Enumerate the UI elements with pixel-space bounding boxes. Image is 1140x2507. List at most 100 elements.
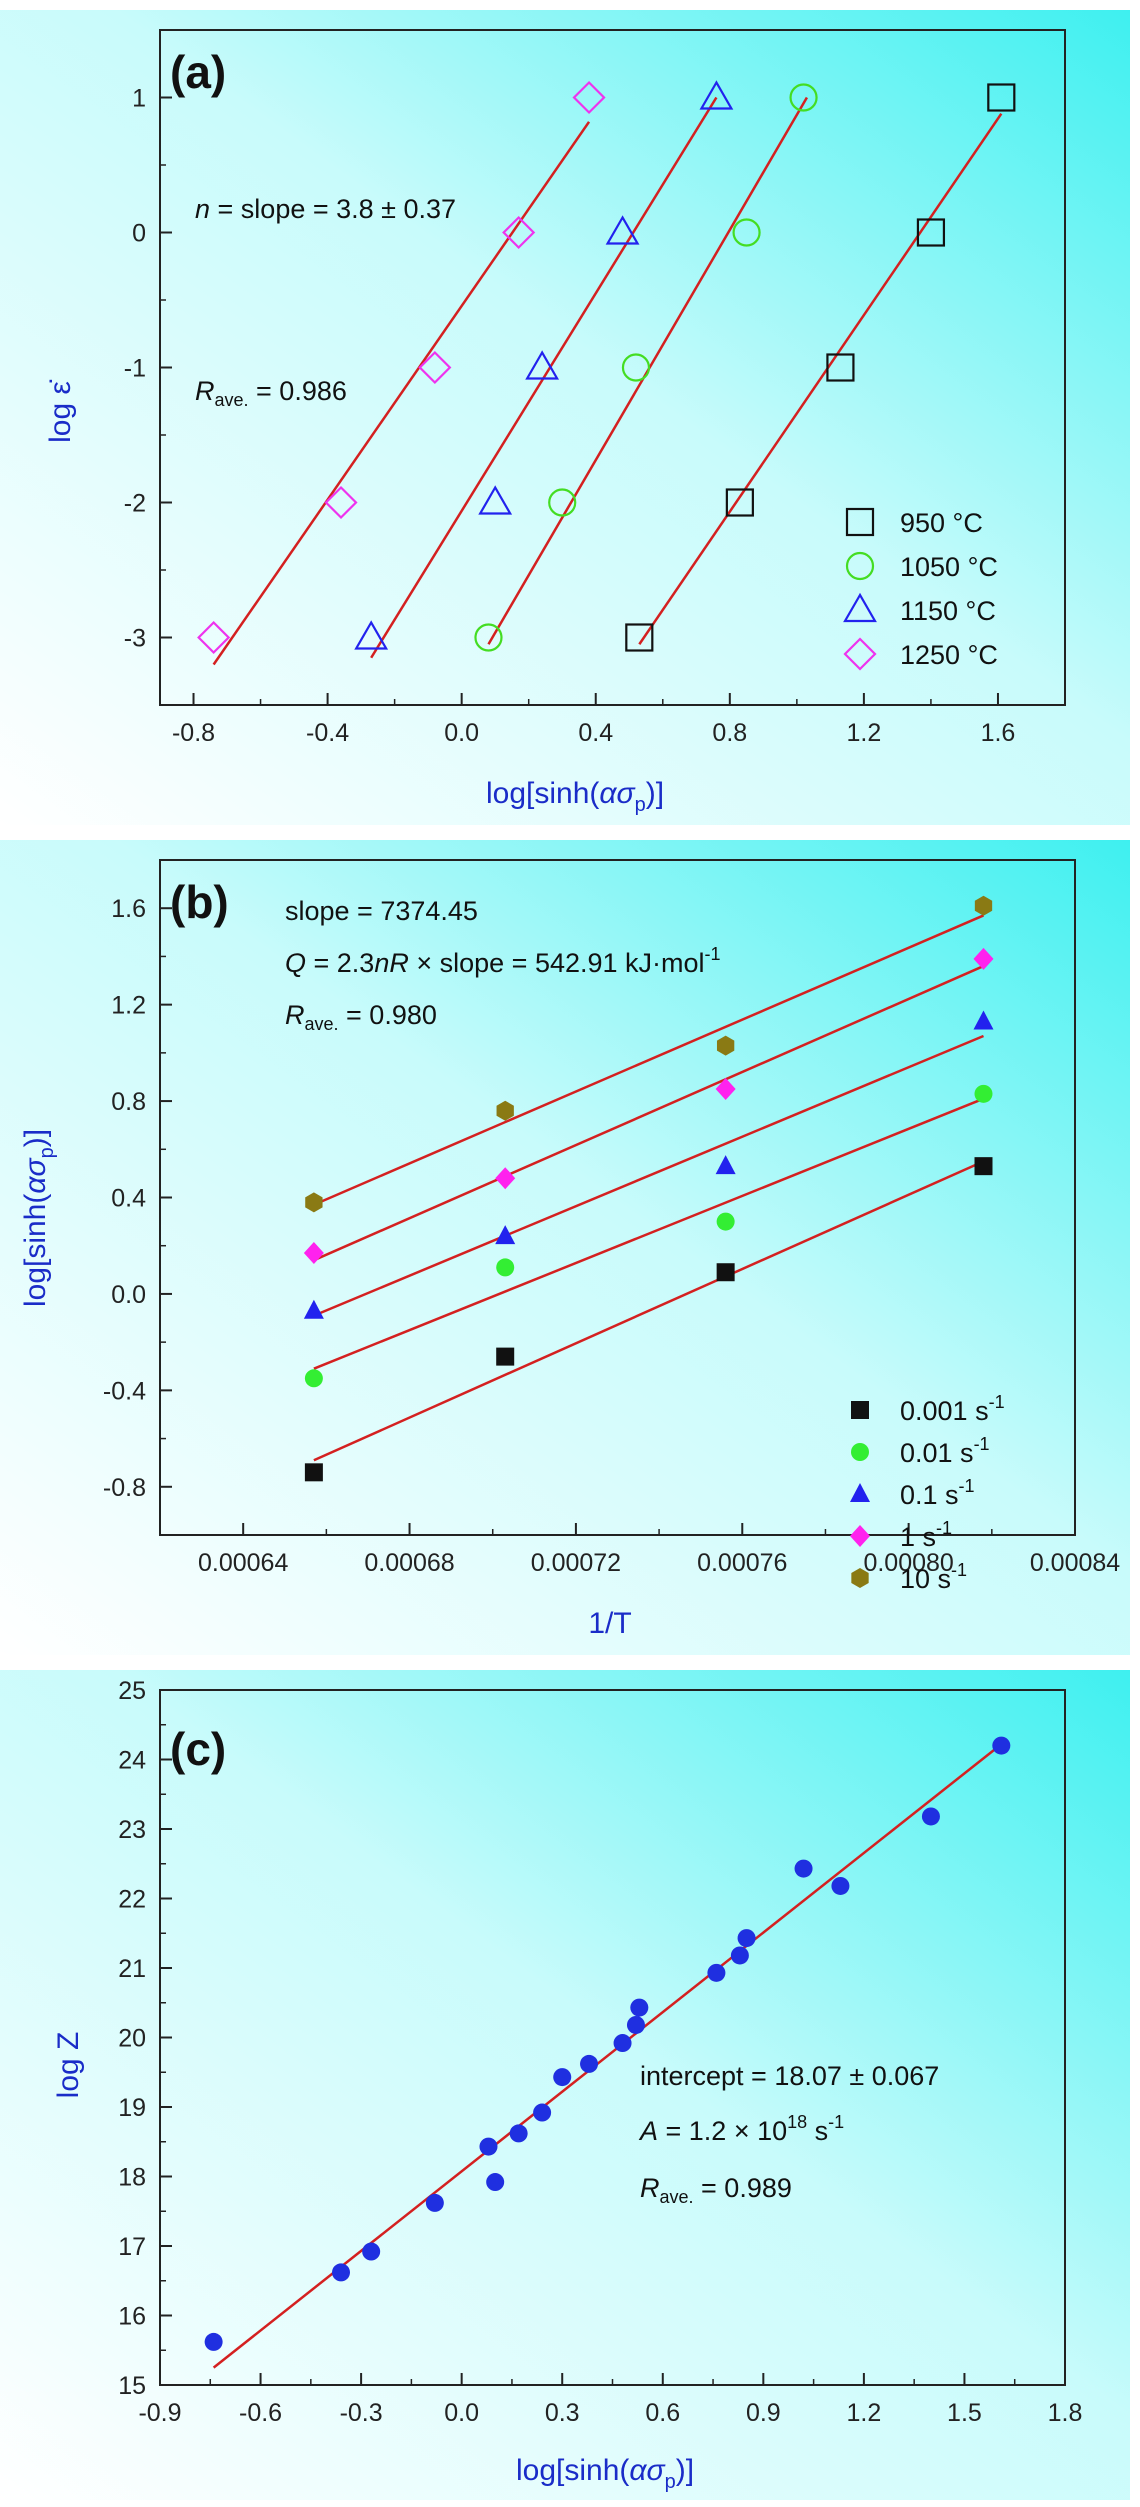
chart-a-point bbox=[916, 218, 946, 247]
chart-c-x-axis-label: log[sinh(ασp)] bbox=[516, 2454, 694, 2493]
chart-a-legend-label: 1050 °C bbox=[900, 552, 998, 582]
chart-b-series-3 bbox=[303, 947, 994, 1264]
chart-c-point bbox=[794, 1859, 813, 1878]
chart-c-y-axis-label: log Z bbox=[52, 2032, 85, 2099]
chart-c-point bbox=[630, 1998, 649, 2017]
chart-b-legend-label: 1 s-1 bbox=[900, 1518, 952, 1552]
chart-b-x-axis-label: 1/T bbox=[588, 1607, 631, 1640]
chart-b-plot: 0.00064 0.00068 0.00072 0.00076 0.00080 0.000… bbox=[103, 859, 1120, 1594]
chart-c-point bbox=[921, 1807, 940, 1826]
chart-c-x-tick-label: -0.9 bbox=[138, 2399, 181, 2427]
chart-b-point bbox=[973, 1010, 994, 1030]
chart-a-fit-line bbox=[212, 121, 591, 666]
chart-b-y-tick-label: 0.8 bbox=[111, 1088, 146, 1116]
chart-a-y-tick-label: -1 bbox=[124, 355, 146, 383]
chart-c-point bbox=[613, 2034, 632, 2053]
chart-b-legend-marker bbox=[851, 1568, 869, 1588]
chart-b-fit-line bbox=[313, 964, 985, 1262]
chart-b-point bbox=[496, 1258, 515, 1277]
chart-b-y-tick-label: -0.8 bbox=[103, 1474, 146, 1502]
chart-b-y-tick-label: 1.6 bbox=[111, 895, 146, 923]
chart-b-point bbox=[304, 1369, 323, 1388]
chart-a-r-annotation: Rave. = 0.986 bbox=[195, 376, 347, 410]
chart-c-y-tick-label: 19 bbox=[118, 2094, 146, 2122]
chart-b-y-axis-label: log[sinh(ασp)] bbox=[19, 1129, 58, 1307]
chart-c-y-tick-label: 16 bbox=[118, 2303, 146, 2331]
chart-c-point bbox=[626, 2015, 645, 2034]
chart-a-x-tick-label: -0.4 bbox=[306, 719, 349, 747]
chart-c-point bbox=[425, 2193, 444, 2212]
chart-c-plot: -0.9 -0.6 -0.3 0.0 0.3 0.6 0.9 1.2 1.5 1.8 15 16 17 1… bbox=[118, 1677, 1082, 2427]
chart-c-panel-label: (c) bbox=[170, 1723, 226, 1775]
panel-b: 0.00064 0.00068 0.00072 0.00076 0.00080 0.000… bbox=[0, 840, 1130, 1655]
chart-b-x-tick-label: 0.00080 bbox=[863, 1549, 953, 1577]
chart-a-x-tick-label: 1.6 bbox=[981, 719, 1016, 747]
chart-c-point bbox=[707, 1963, 726, 1982]
chart-b-y-tick-label: 1.2 bbox=[111, 992, 146, 1020]
panel-b-background bbox=[0, 840, 1130, 1655]
chart-b-legend: 0.001 s-1 0.01 s-1 0.1 s-1 1 s-1 10 s-1 bbox=[850, 1392, 1005, 1594]
chart-b-series-2 bbox=[303, 1010, 994, 1319]
chart-a-y-axis-label: log ε̇ bbox=[44, 379, 77, 443]
chart-c-x-tick-label: 1.5 bbox=[947, 2399, 982, 2427]
chart-c-y-tick-label: 24 bbox=[118, 1747, 146, 1775]
chart-b-series-1 bbox=[304, 1084, 993, 1388]
chart-a-point bbox=[725, 488, 754, 517]
chart-b-point bbox=[303, 1241, 324, 1264]
chart-b-point bbox=[974, 1157, 993, 1176]
chart-b-point bbox=[304, 1463, 323, 1482]
chart-a-point bbox=[605, 215, 640, 245]
chart-c-x-tick-label: 0.6 bbox=[645, 2399, 680, 2427]
chart-a-y-tick-label: -3 bbox=[124, 625, 146, 653]
chart-b-slope-annotation: slope = 7374.45 bbox=[285, 896, 478, 926]
chart-b-fit-line bbox=[313, 1160, 985, 1462]
chart-b-point bbox=[496, 1100, 514, 1121]
chart-a-legend-marker bbox=[845, 551, 875, 581]
chart-b-point bbox=[716, 1263, 735, 1282]
chart-c-y-tick-label: 18 bbox=[118, 2164, 146, 2192]
chart-a-y-tick-label: 0 bbox=[132, 220, 146, 248]
chart-a-legend-label: 1150 °C bbox=[900, 596, 996, 626]
chart-b-point bbox=[974, 895, 993, 916]
chart-a-x-tick-label: -0.8 bbox=[172, 719, 215, 747]
chart-b-series-4 bbox=[305, 895, 993, 1213]
chart-c-y-tick-label: 15 bbox=[118, 2372, 146, 2400]
panel-a: -0.8 -0.4 0.0 0.4 0.8 1.2 1.6 -3 -2 -1 0 1 950 °C 105… bbox=[0, 10, 1130, 825]
chart-a-point bbox=[789, 83, 818, 112]
chart-b-legend-label: 0.1 s-1 bbox=[900, 1476, 975, 1510]
chart-c-x-tick-label: -0.3 bbox=[340, 2399, 383, 2427]
chart-c-y-tick-label: 20 bbox=[118, 2025, 146, 2053]
panel-c: -0.9 -0.6 -0.3 0.0 0.3 0.6 0.9 1.2 1.5 1.8 15 16 17 1… bbox=[0, 1670, 1130, 2500]
chart-a-legend-marker bbox=[843, 592, 877, 623]
chart-a-y-tick-label: 1 bbox=[132, 85, 146, 113]
chart-b-x-tick-label: 0.00072 bbox=[531, 1549, 621, 1577]
chart-b-fit-line bbox=[313, 1097, 984, 1370]
chart-b-legend-label: 0.01 s-1 bbox=[900, 1434, 990, 1468]
chart-a-series-2 bbox=[354, 80, 734, 659]
chart-c-y-tick-label: 23 bbox=[118, 1816, 146, 1844]
chart-c-point bbox=[509, 2124, 528, 2143]
chart-a-legend-marker bbox=[845, 507, 875, 537]
chart-c-y-tick-label: 22 bbox=[118, 1886, 146, 1914]
chart-b-point bbox=[974, 1084, 993, 1103]
chart-b-series-0 bbox=[304, 1157, 993, 1482]
chart-c-point bbox=[362, 2242, 381, 2261]
chart-b-point bbox=[715, 1155, 736, 1175]
chart-c-x-tick-label: 0.3 bbox=[545, 2399, 580, 2427]
panel-a-background bbox=[0, 10, 1130, 825]
chart-c-point bbox=[831, 1876, 850, 1895]
chart-a-point bbox=[625, 623, 654, 652]
chart-a-point bbox=[354, 620, 389, 650]
chart-c-intercept-annotation: intercept = 18.07 ± 0.067 bbox=[640, 2061, 939, 2091]
chart-c-point bbox=[486, 2173, 505, 2192]
chart-a-point bbox=[826, 353, 855, 382]
chart-b-fit-line bbox=[313, 1034, 984, 1317]
chart-b-legend-marker bbox=[851, 1401, 869, 1419]
chart-a-slope-annotation: n = slope = 3.8 ± 0.37 bbox=[195, 194, 456, 224]
chart-b-legend-label: 0.001 s-1 bbox=[900, 1392, 1005, 1426]
chart-b-y-tick-label: -0.4 bbox=[103, 1377, 146, 1405]
chart-c-point bbox=[204, 2332, 223, 2351]
chart-c-point bbox=[479, 2137, 498, 2156]
chart-c-x-tick-label: 1.8 bbox=[1048, 2399, 1083, 2427]
